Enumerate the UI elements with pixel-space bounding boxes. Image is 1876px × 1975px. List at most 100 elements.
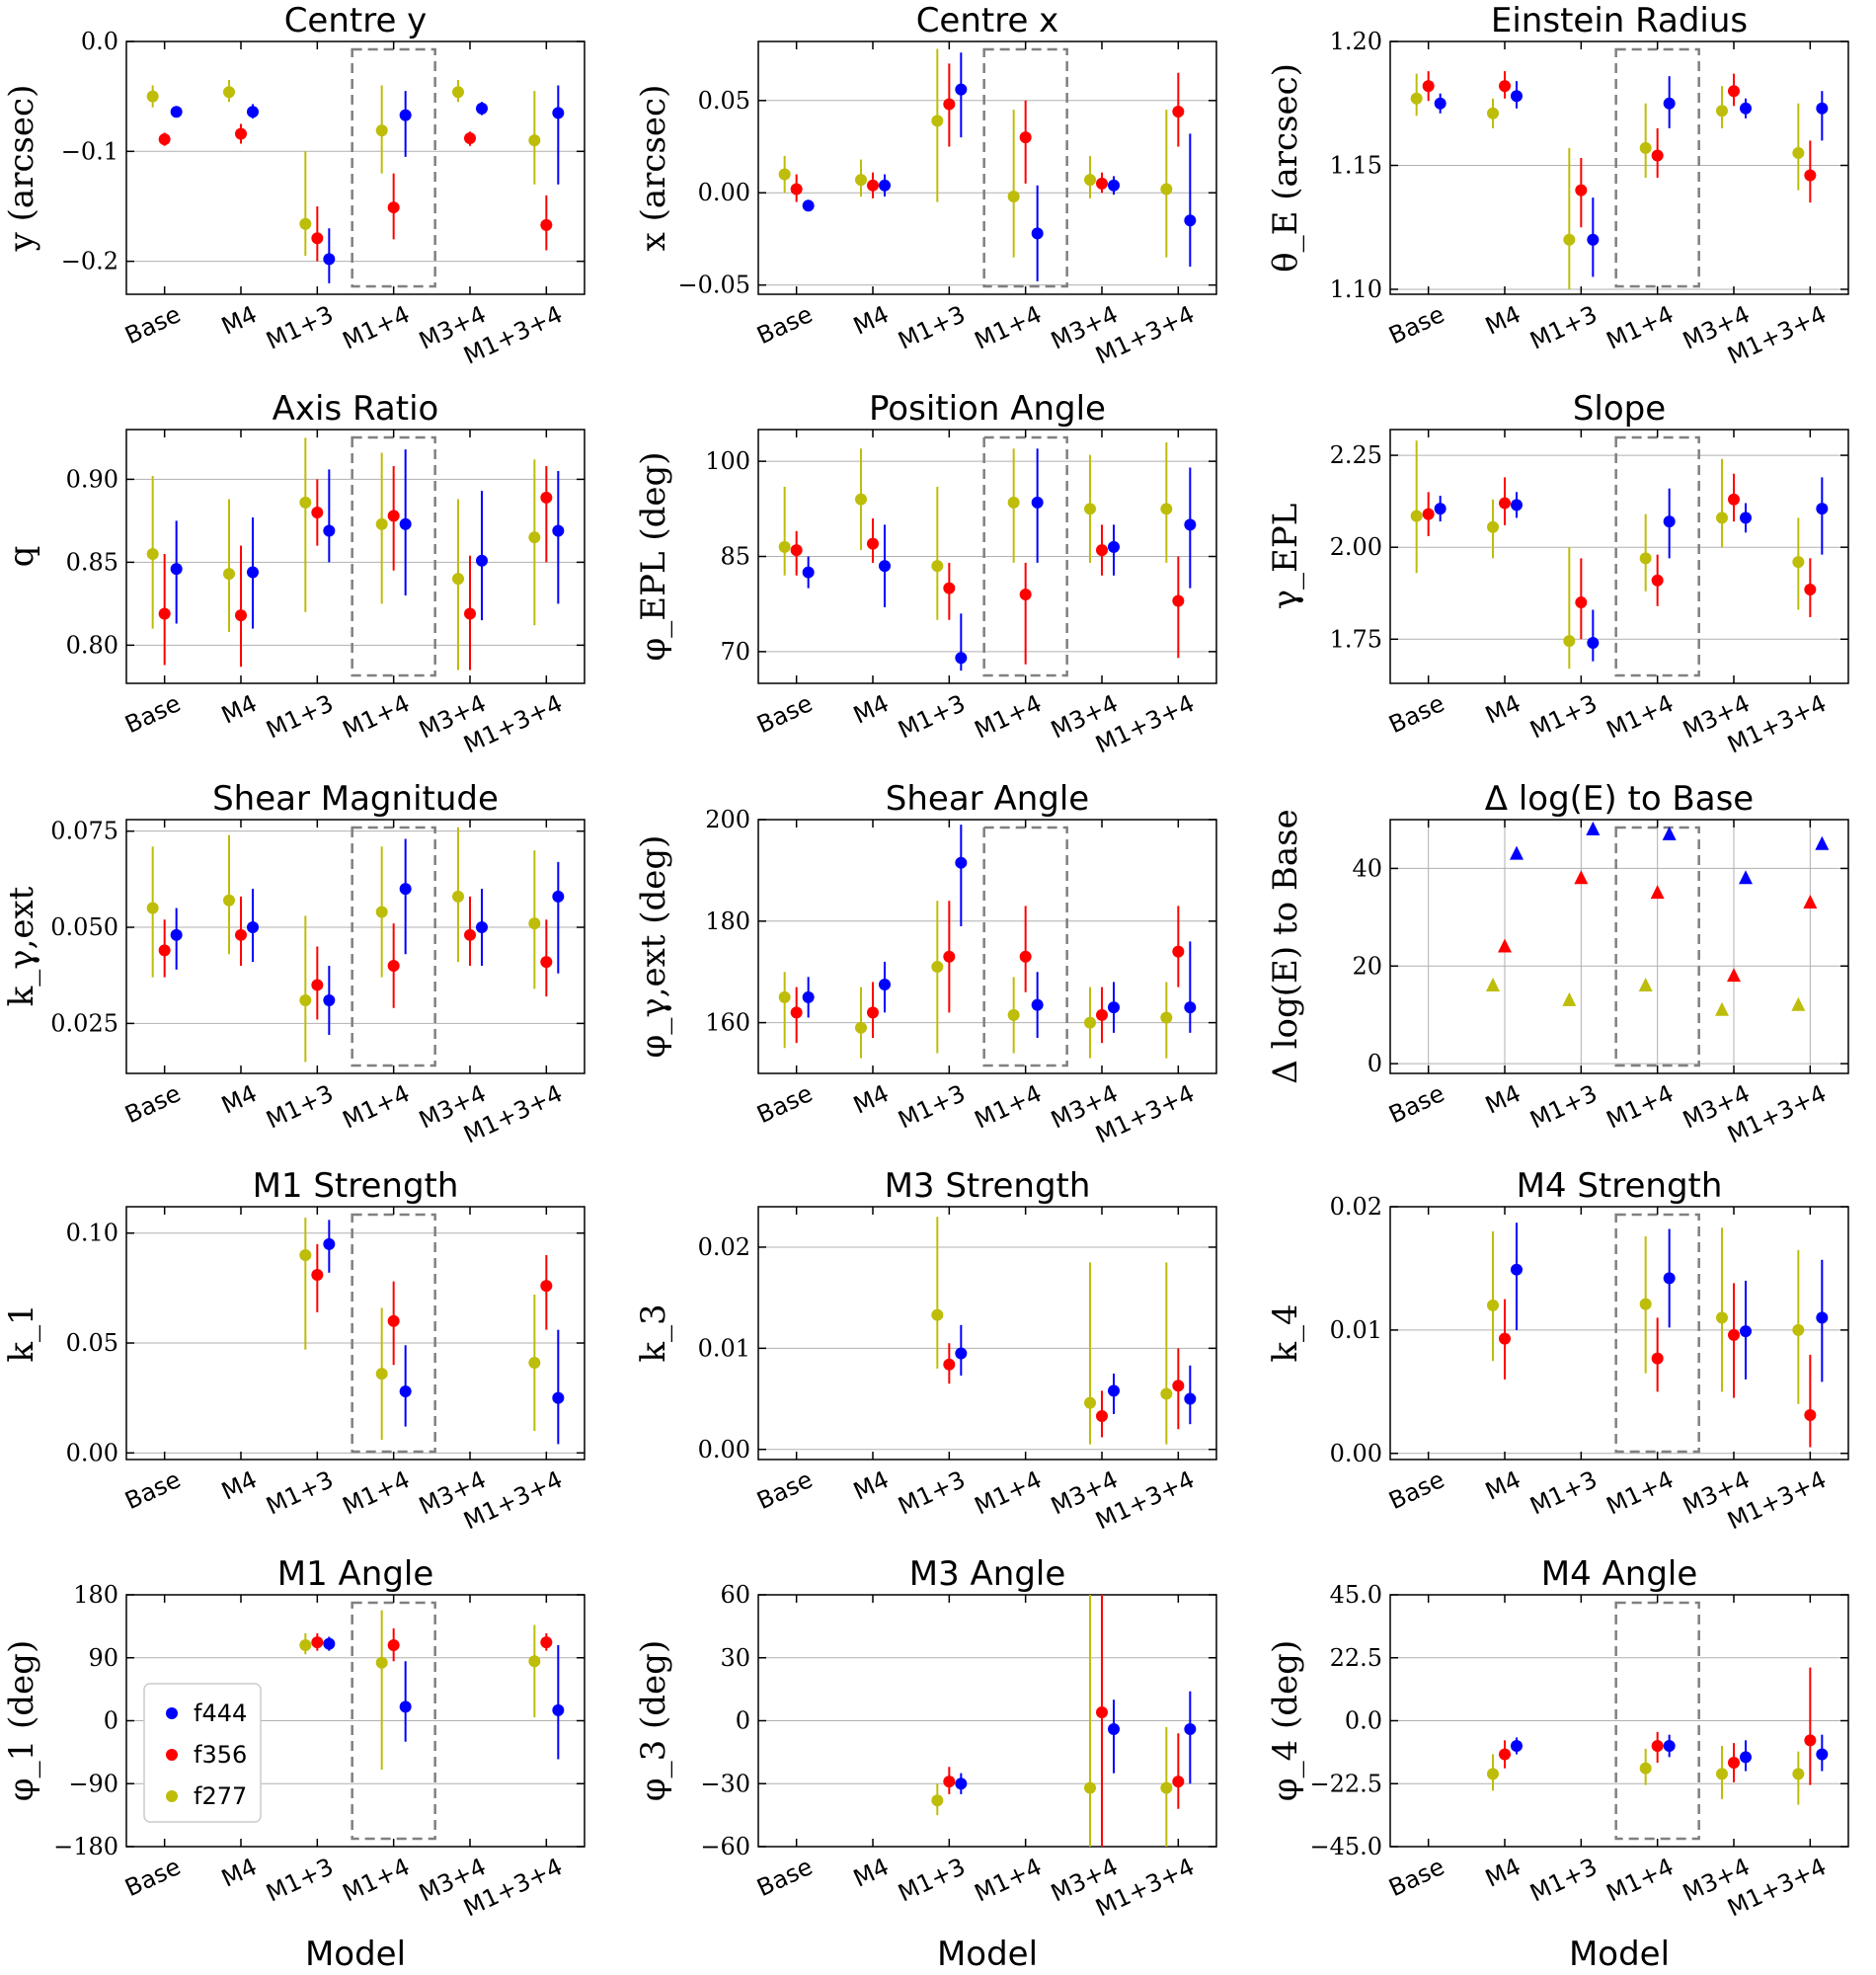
data-point-f356 — [1019, 950, 1032, 963]
x-tick-label: M1+3 — [1525, 689, 1602, 745]
y-tick-label: 0.05 — [66, 1329, 118, 1357]
data-point-f356 — [235, 127, 247, 140]
data-point-f277 — [375, 906, 388, 918]
data-point-f277 — [528, 134, 541, 147]
data-point-f356 — [943, 1776, 956, 1788]
y-axis-label: k_3 — [634, 1304, 673, 1362]
data-point-f444 — [1816, 1748, 1829, 1761]
x-tick-label: M1+4 — [971, 1465, 1047, 1521]
data-point-f444 — [323, 994, 336, 1007]
x-tick-label: M1+4 — [971, 1853, 1047, 1908]
y-tick-label: 0.0 — [81, 28, 118, 55]
data-point-f277 — [146, 547, 159, 560]
data-point-f277 — [1487, 1299, 1499, 1311]
y-tick-label: 1.15 — [1330, 151, 1382, 179]
data-point-f277 — [452, 573, 464, 586]
y-axis-label: φ_EPL (deg) — [634, 451, 673, 661]
data-point-f444 — [1511, 1740, 1523, 1752]
y-axis-label: φ_4 (deg) — [1266, 1640, 1305, 1801]
data-point-f444 — [323, 1637, 336, 1650]
data-point-f356 — [1804, 169, 1817, 182]
data-point-f356 — [1498, 938, 1512, 953]
data-point-f444 — [476, 921, 488, 934]
data-point-f444 — [1663, 97, 1676, 110]
data-point-f356 — [311, 1269, 324, 1282]
data-point-f356 — [1651, 149, 1664, 162]
x-tick-label: M1+4 — [339, 689, 415, 745]
y-tick-label: 2.00 — [1330, 533, 1382, 561]
data-point-f356 — [464, 131, 476, 144]
data-point-f277 — [1791, 996, 1806, 1011]
y-tick-label: 0.80 — [66, 631, 118, 659]
data-point-f277 — [1487, 520, 1499, 533]
y-tick-label: 0.01 — [698, 1334, 750, 1362]
legend-marker-f277 — [166, 1790, 178, 1802]
data-point-f444 — [879, 979, 891, 991]
x-tick-label: Base — [120, 300, 185, 350]
data-point-f356 — [1499, 80, 1511, 93]
x-tick-label: M1+4 — [339, 1853, 415, 1908]
data-point-f444 — [1815, 835, 1830, 850]
data-point-f444 — [1184, 1392, 1197, 1405]
data-point-f277 — [778, 990, 791, 1003]
data-point-f444 — [1816, 1311, 1829, 1324]
data-point-f444 — [552, 890, 565, 903]
x-tick-label: Base — [752, 1079, 817, 1129]
data-point-f444 — [1184, 1001, 1197, 1014]
data-point-f444 — [552, 1703, 565, 1716]
axes-frame — [757, 40, 1217, 295]
data-point-f277 — [299, 1639, 312, 1651]
panel-title: Axis Ratio — [273, 389, 439, 429]
data-point-f356 — [1804, 1409, 1817, 1422]
data-point-f277 — [1715, 1001, 1729, 1016]
x-tick-label: M1+3 — [1525, 1465, 1602, 1521]
y-tick-label: 0.050 — [50, 913, 118, 941]
x-tick-label: M4 — [1481, 1465, 1524, 1506]
data-point-f277 — [931, 1308, 944, 1321]
y-tick-label: 1.10 — [1330, 276, 1382, 303]
data-point-f277 — [223, 86, 235, 99]
data-point-f444 — [247, 566, 259, 579]
data-point-f277 — [1792, 1323, 1805, 1336]
data-point-f277 — [855, 1021, 867, 1034]
y-tick-label: 0.075 — [50, 818, 118, 845]
y-tick-label: 30 — [720, 1644, 750, 1672]
x-tick-label: Base — [1384, 1079, 1448, 1129]
data-point-f444 — [955, 83, 968, 96]
data-point-f444 — [170, 563, 183, 576]
y-tick-label: 2.25 — [1330, 441, 1382, 469]
x-tick-label: M4 — [849, 1079, 893, 1120]
data-point-f356 — [1804, 1734, 1817, 1747]
data-point-f444 — [323, 524, 336, 537]
data-point-f356 — [540, 218, 553, 231]
data-point-f444 — [955, 856, 968, 869]
data-point-f356 — [1422, 508, 1435, 520]
data-point-f277 — [931, 115, 944, 127]
legend-label-f277: f277 — [194, 1782, 247, 1810]
data-point-f277 — [528, 1655, 541, 1668]
y-axis-label: k_γ,ext — [2, 886, 41, 1006]
legend-label-f444: f444 — [194, 1699, 247, 1727]
data-point-f277 — [778, 168, 791, 181]
data-point-f444 — [1740, 1325, 1752, 1338]
y-tick-label: 0.00 — [1330, 1440, 1382, 1467]
panel-title: Slope — [1573, 389, 1666, 429]
data-point-f444 — [1108, 1384, 1120, 1397]
data-point-f444 — [955, 652, 968, 665]
data-point-f356 — [1651, 1740, 1664, 1752]
data-point-f277 — [375, 1656, 388, 1669]
data-point-f277 — [375, 517, 388, 530]
y-axis-label: γ_EPL — [1266, 504, 1305, 610]
x-tick-label: M1+4 — [971, 1079, 1047, 1135]
panel-title: M3 Strength — [885, 1166, 1091, 1206]
data-point-f277 — [1716, 1768, 1728, 1780]
data-point-f356 — [235, 928, 247, 941]
data-point-f356 — [1172, 1776, 1185, 1788]
data-point-f444 — [399, 1700, 412, 1713]
data-point-f444 — [1184, 214, 1197, 227]
y-tick-label: 0.0 — [1345, 1707, 1382, 1735]
x-tick-label: Base — [120, 1465, 185, 1515]
y-tick-label: −45.0 — [1309, 1833, 1382, 1860]
